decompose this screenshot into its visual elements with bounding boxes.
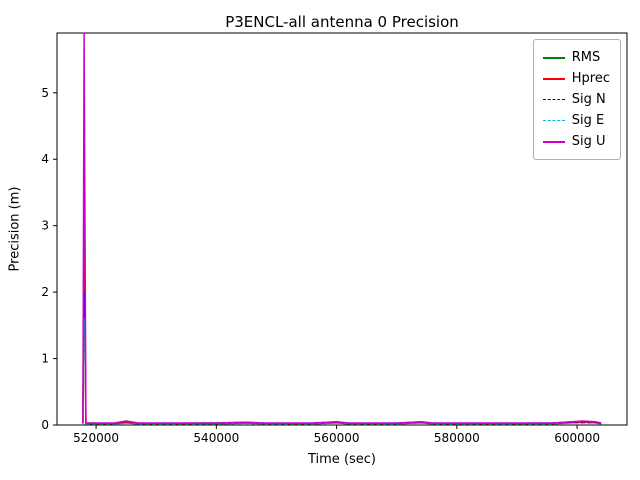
legend-line-sample-sig-u [542,140,565,143]
y-tick-label: 4 [41,152,49,166]
x-tick-label: 580000 [434,431,480,445]
x-tick-label: 560000 [314,431,360,445]
legend-item-sig-e: Sig E [542,110,610,131]
legend-label-sig-n: Sig N [571,92,606,107]
legend: RMS Hprec Sig N Sig E Sig U [532,39,621,160]
legend-label-sig-u: Sig U [571,134,606,149]
x-axis-label: Time (sec) [307,452,377,467]
legend-label-sig-e: Sig E [571,113,605,128]
legend-item-sig-u: Sig U [542,131,610,152]
series-line-sig-u [82,32,602,424]
legend-label-rms: RMS [571,50,601,65]
chart-title: P3ENCL-all antenna 0 Precision [225,13,459,31]
y-tick-label: 1 [41,352,49,366]
legend-label-hprec: Hprec [571,71,610,86]
y-tick-label: 2 [41,285,49,299]
series-line-hprec [82,258,602,425]
y-tick-label: 5 [41,86,49,100]
legend-line-sample-rms [542,56,565,59]
axes-spines [56,32,628,426]
series-line-sig-n [82,291,602,425]
x-tick-label: 520000 [73,431,119,445]
legend-item-rms: RMS [542,47,610,68]
y-tick-label: 3 [41,219,49,233]
x-tick-label: 600000 [554,431,600,445]
legend-line-sample-hprec [542,77,565,80]
x-tick-label: 540000 [193,431,239,445]
y-tick-label: 0 [41,418,49,432]
legend-line-sample-sig-n [542,99,565,100]
legend-item-hprec: Hprec [542,68,610,89]
legend-line-sample-sig-e [542,120,565,121]
series-line-sig-e [82,318,602,425]
y-axis-label: Precision (m) [7,186,23,272]
legend-item-sig-n: Sig N [542,89,610,110]
series-line-rms [82,191,602,425]
